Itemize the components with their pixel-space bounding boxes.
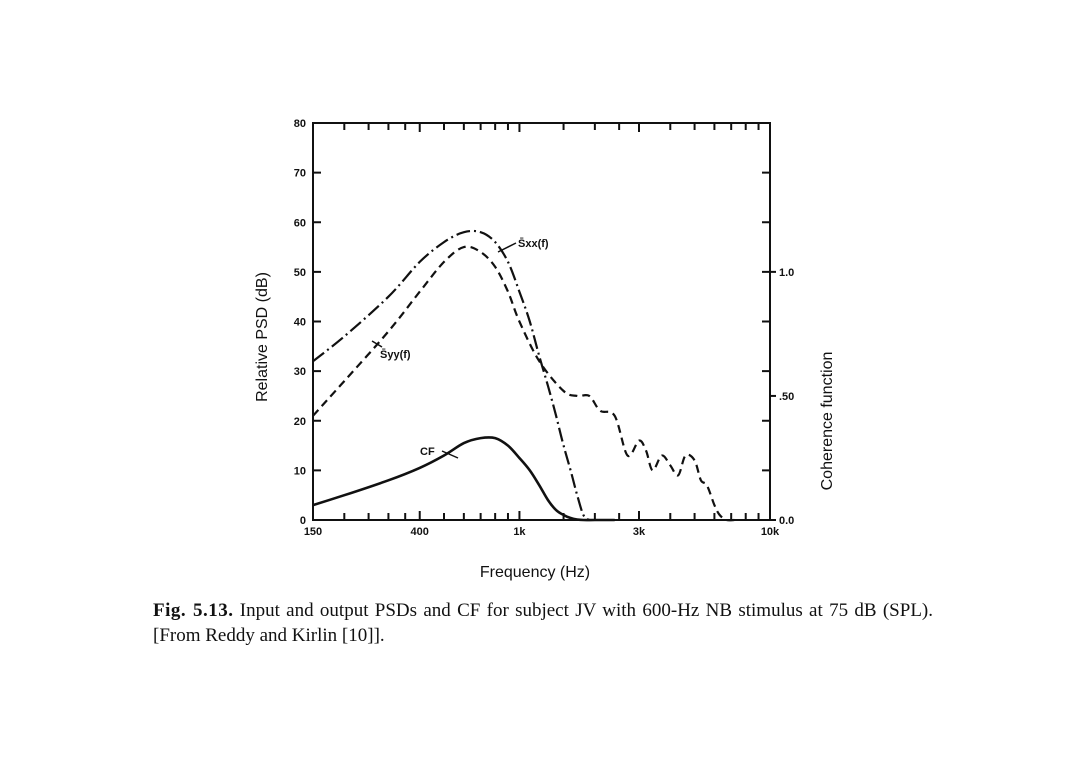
y-tick-label: 30: [294, 366, 306, 378]
y-axis-title: Relative PSD (dB): [254, 272, 271, 402]
y-tick-label: 80: [294, 118, 306, 130]
x-axis-title: Frequency (Hz): [480, 564, 590, 581]
syy-curve: [312, 245, 735, 522]
plot-frame: [312, 122, 771, 521]
syy-annotation-leader: [371, 340, 383, 348]
sxx-annotation: S̄xx(f): [518, 238, 549, 250]
x-tick-label: 400: [411, 526, 429, 538]
cf-annotation-leader: [441, 450, 459, 459]
y2-tick-label: 1.0: [779, 267, 794, 279]
y-tick-label: 50: [294, 267, 306, 279]
syy-annotation: S̄yy(f): [380, 349, 411, 361]
psd-chart: 150 400 1k 3k 10k010203040506070800.0.501.0 …: [254, 118, 836, 581]
label-group: S̄xx(f) S̄yy(f) CF: [371, 238, 549, 459]
y-tick-label: 20: [294, 416, 306, 428]
y-tick-label: 60: [294, 217, 306, 229]
series-group: [312, 229, 735, 522]
cf-annotation: CF: [420, 446, 435, 458]
y2-tick-label: .50: [779, 391, 794, 403]
sxx-curve: [312, 229, 590, 521]
y-tick-label: 70: [294, 168, 306, 180]
tick-group: 150 400 1k 3k 10k 0 10 20 30 40 50 60 70 80 0.0 .50 1.0: [294, 118, 795, 538]
cf-curve: [312, 436, 615, 522]
x-tick-label: 150: [304, 526, 322, 538]
y-tick-label: 0: [300, 515, 306, 527]
x-tick-label: 10k: [761, 526, 780, 538]
plot-frame-group: [312, 122, 771, 521]
y-tick-label: 40: [294, 317, 306, 329]
x-tick-label: 1k: [513, 526, 526, 538]
figure-caption: Fig. 5.13. Input and output PSDs and CF …: [153, 598, 933, 648]
y2-tick-label: 0.0: [779, 515, 794, 527]
sxx-annotation-leader: [497, 242, 517, 253]
figure-caption-text: Input and output PSDs and CF for subject…: [153, 600, 934, 646]
y-tick-label: 10: [294, 465, 306, 477]
x-tick-label: 3k: [633, 526, 646, 538]
y2-axis-title: Coherence function: [819, 352, 836, 491]
figure-label: Fig. 5.13.: [153, 600, 234, 621]
